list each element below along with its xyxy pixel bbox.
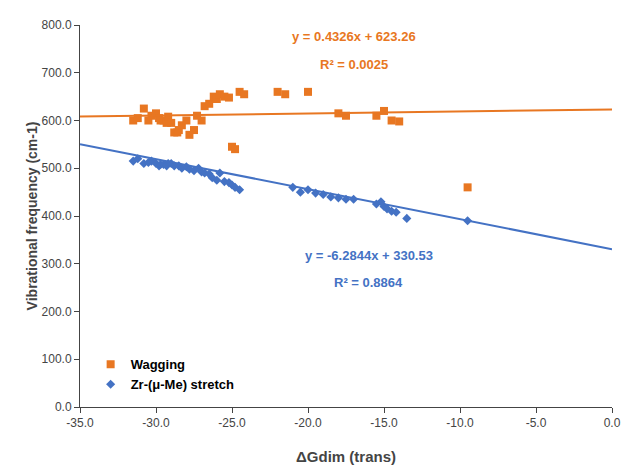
svg-text:Zr-(μ-Me) stretch: Zr-(μ-Me) stretch [131,377,234,392]
svg-text:R² = 0.0025: R² = 0.0025 [320,57,388,72]
svg-text:y = 0.4326x + 623.26: y = 0.4326x + 623.26 [292,29,416,44]
svg-text:500.0: 500.0 [42,161,72,175]
svg-text:700.0: 700.0 [42,66,72,80]
svg-text:R² = 0.8864: R² = 0.8864 [334,275,403,290]
svg-text:Wagging: Wagging [131,357,185,372]
svg-text:-10.0: -10.0 [446,416,474,430]
svg-text:-15.0: -15.0 [370,416,398,430]
svg-text:800.0: 800.0 [42,18,72,32]
svg-text:100.0: 100.0 [42,352,72,366]
svg-text:-35.0: -35.0 [66,416,94,430]
svg-text:400.0: 400.0 [42,209,72,223]
svg-text:-30.0: -30.0 [142,416,170,430]
svg-text:Vibrational frequency (cm-1): Vibrational frequency (cm-1) [24,122,40,311]
svg-text:200.0: 200.0 [42,305,72,319]
svg-text:300.0: 300.0 [42,257,72,271]
svg-text:0.0: 0.0 [604,416,621,430]
svg-text:600.0: 600.0 [42,114,72,128]
svg-text:-25.0: -25.0 [218,416,246,430]
svg-text:-5.0: -5.0 [526,416,547,430]
svg-text:y = -6.2844x + 330.53: y = -6.2844x + 330.53 [305,248,433,263]
svg-text:ΔGdim (trans): ΔGdim (trans) [296,448,396,465]
svg-text:0.0: 0.0 [55,400,72,414]
svg-text:-20.0: -20.0 [294,416,322,430]
